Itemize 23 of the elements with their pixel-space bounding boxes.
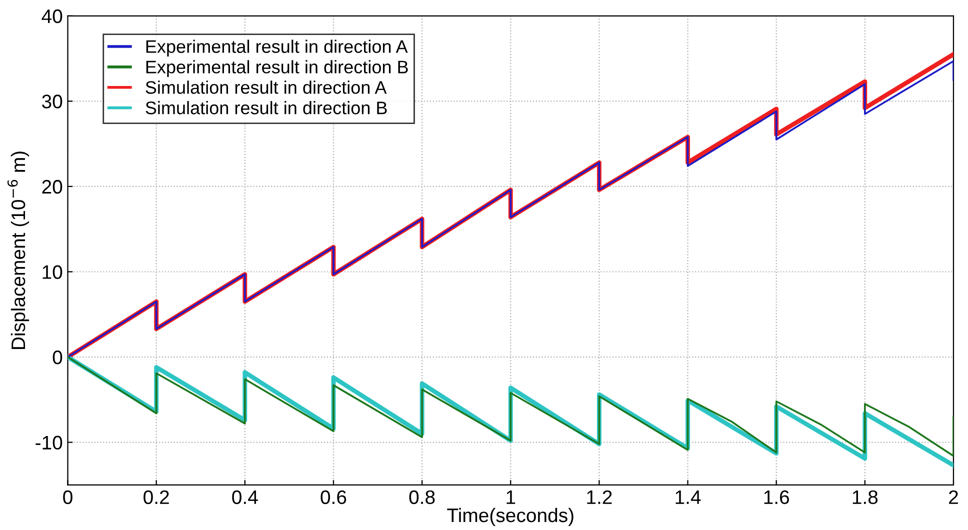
y-tick-label: 40 [42,9,62,24]
y-tick-label: -10 [36,436,62,450]
x-tick-label: 1.2 [587,490,612,504]
x-tick-label: 1.6 [764,490,789,504]
legend-label: Simulation result in direction B [146,101,387,114]
x-tick-label: 0.4 [232,490,258,504]
x-tick-label: 0.6 [320,490,346,504]
legend-label: Experimental result in direction B [146,60,408,77]
legend-label: Experimental result in direction A [146,40,408,57]
x-tick-label: 1.4 [676,490,701,504]
legend-label: Simulation result in direction A [146,80,387,94]
x-tick-label: 1 [506,490,516,504]
y-tick-label: 0 [52,350,62,364]
x-tick-label: 1.8 [852,490,878,504]
x-tick-label: 0 [63,490,72,504]
y-tick-label: 20 [42,180,62,194]
y-tick-label: 10 [42,265,62,279]
y-tick-label: 30 [42,94,62,108]
x-axis-title: Time(seconds) [447,508,574,526]
x-tick-label: 0.8 [409,490,435,504]
y-axis-title: Displacement (10$^{−6}$ m) [7,152,30,349]
x-tick-label: 0.2 [144,490,169,504]
x-tick-label: 2 [949,490,958,504]
